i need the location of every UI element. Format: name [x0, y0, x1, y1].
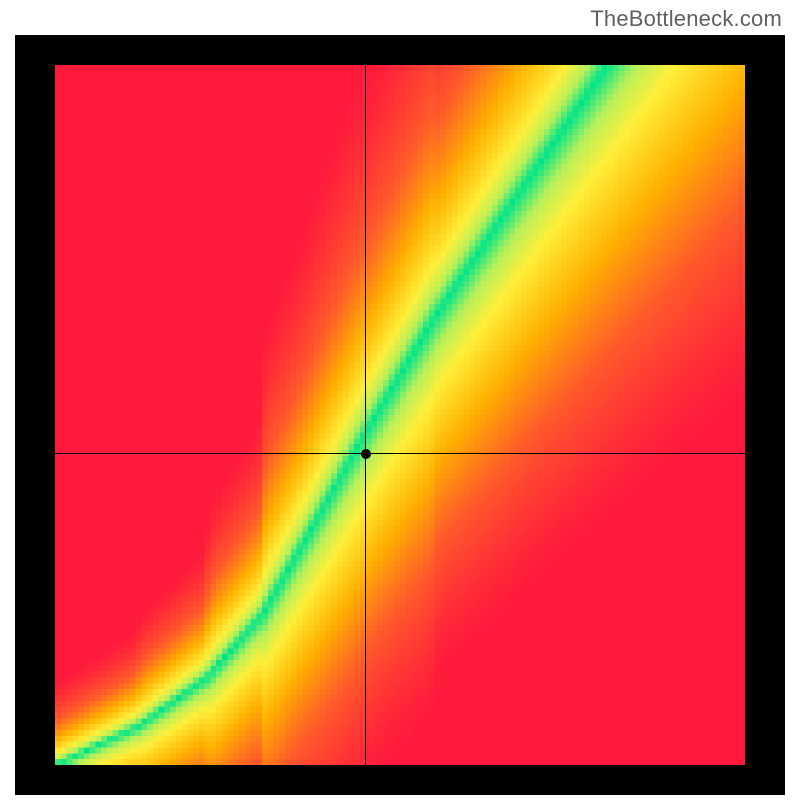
chart-container: TheBottleneck.com: [0, 0, 800, 800]
watermark-text: TheBottleneck.com: [590, 6, 782, 32]
crosshair-marker: [361, 449, 371, 459]
crosshair-vertical: [365, 65, 366, 765]
crosshair-horizontal: [55, 453, 745, 454]
bottleneck-heatmap: [55, 65, 745, 765]
